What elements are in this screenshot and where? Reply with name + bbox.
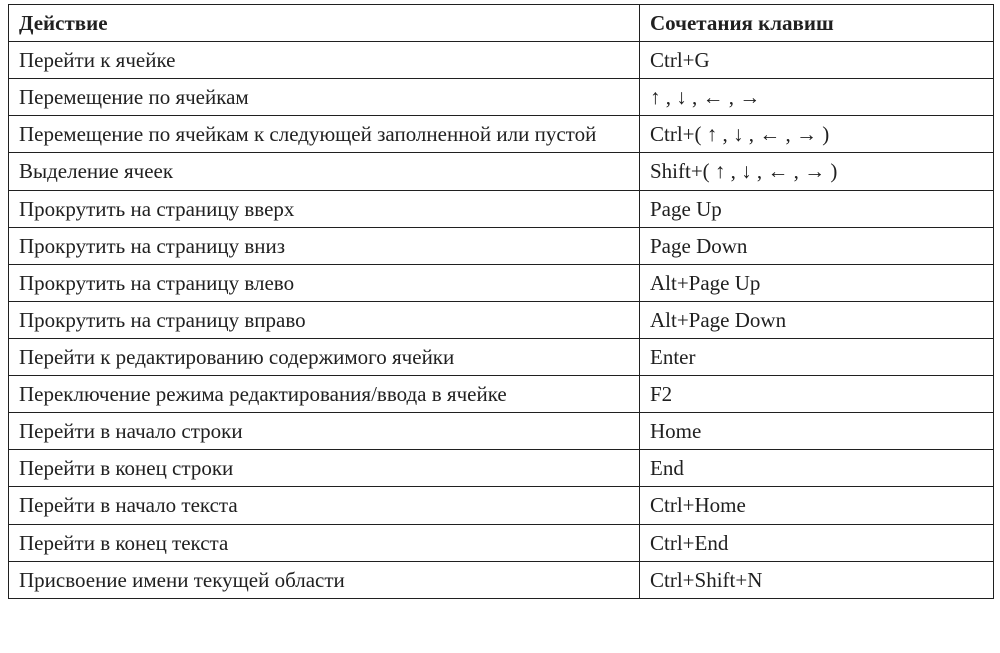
cell-action: Прокрутить на страницу вверх xyxy=(9,190,640,227)
cell-action: Перейти в конец строки xyxy=(9,450,640,487)
table-row: Перейти в начало текстаCtrl+Home xyxy=(9,487,994,524)
cell-action: Перейти к редактированию содержимого яче… xyxy=(9,338,640,375)
col-header-action: Действие xyxy=(9,5,640,42)
cell-shortcut: Shift+( ↑ , ↓ , ← , → ) xyxy=(640,153,994,190)
cell-shortcut: Enter xyxy=(640,338,994,375)
cell-action: Перейти в начало строки xyxy=(9,413,640,450)
cell-action: Прокрутить на страницу вниз xyxy=(9,227,640,264)
table-row: Перемещение по ячейкам к следующей запол… xyxy=(9,116,994,153)
cell-action: Перемещение по ячейкам xyxy=(9,79,640,116)
table-row: Перейти в конец строкиEnd xyxy=(9,450,994,487)
cell-shortcut: Alt+Page Up xyxy=(640,264,994,301)
table-row: Прокрутить на страницу внизPage Down xyxy=(9,227,994,264)
table-row: Прокрутить на страницу вправоAlt+Page Do… xyxy=(9,301,994,338)
cell-action: Прокрутить на страницу влево xyxy=(9,264,640,301)
shortcuts-table-body: Перейти к ячейкеCtrl+GПеремещение по яче… xyxy=(9,42,994,599)
table-row: Перейти в начало строкиHome xyxy=(9,413,994,450)
table-row: Перейти к ячейкеCtrl+G xyxy=(9,42,994,79)
cell-shortcut: Page Down xyxy=(640,227,994,264)
table-header-row: Действие Сочетания клавиш xyxy=(9,5,994,42)
cell-shortcut: F2 xyxy=(640,376,994,413)
col-header-shortcut: Сочетания клавиш xyxy=(640,5,994,42)
cell-shortcut: Home xyxy=(640,413,994,450)
cell-shortcut: Ctrl+Shift+N xyxy=(640,561,994,598)
cell-action: Присвоение имени текущей области xyxy=(9,561,640,598)
cell-action: Выделение ячеек xyxy=(9,153,640,190)
table-row: Присвоение имени текущей областиCtrl+Shi… xyxy=(9,561,994,598)
cell-shortcut: Ctrl+G xyxy=(640,42,994,79)
cell-shortcut: ↑ , ↓ , ← , → xyxy=(640,79,994,116)
table-row: Прокрутить на страницу влевоAlt+Page Up xyxy=(9,264,994,301)
cell-action: Перемещение по ячейкам к следующей запол… xyxy=(9,116,640,153)
cell-action: Перейти в начало текста xyxy=(9,487,640,524)
table-row: Перейти в конец текстаCtrl+End xyxy=(9,524,994,561)
cell-action: Прокрутить на страницу вправо xyxy=(9,301,640,338)
table-row: Прокрутить на страницу вверхPage Up xyxy=(9,190,994,227)
table-row: Выделение ячеекShift+( ↑ , ↓ , ← , → ) xyxy=(9,153,994,190)
cell-action: Перейти в конец текста xyxy=(9,524,640,561)
cell-action: Перейти к ячейке xyxy=(9,42,640,79)
cell-shortcut: Ctrl+End xyxy=(640,524,994,561)
cell-action: Переключение режима редактирования/ввода… xyxy=(9,376,640,413)
cell-shortcut: Ctrl+Home xyxy=(640,487,994,524)
cell-shortcut: End xyxy=(640,450,994,487)
table-row: Перемещение по ячейкам↑ , ↓ , ← , → xyxy=(9,79,994,116)
shortcuts-table: Действие Сочетания клавиш Перейти к ячей… xyxy=(8,4,994,599)
cell-shortcut: Ctrl+( ↑ , ↓ , ← , → ) xyxy=(640,116,994,153)
cell-shortcut: Alt+Page Down xyxy=(640,301,994,338)
table-row: Переключение режима редактирования/ввода… xyxy=(9,376,994,413)
cell-shortcut: Page Up xyxy=(640,190,994,227)
table-row: Перейти к редактированию содержимого яче… xyxy=(9,338,994,375)
